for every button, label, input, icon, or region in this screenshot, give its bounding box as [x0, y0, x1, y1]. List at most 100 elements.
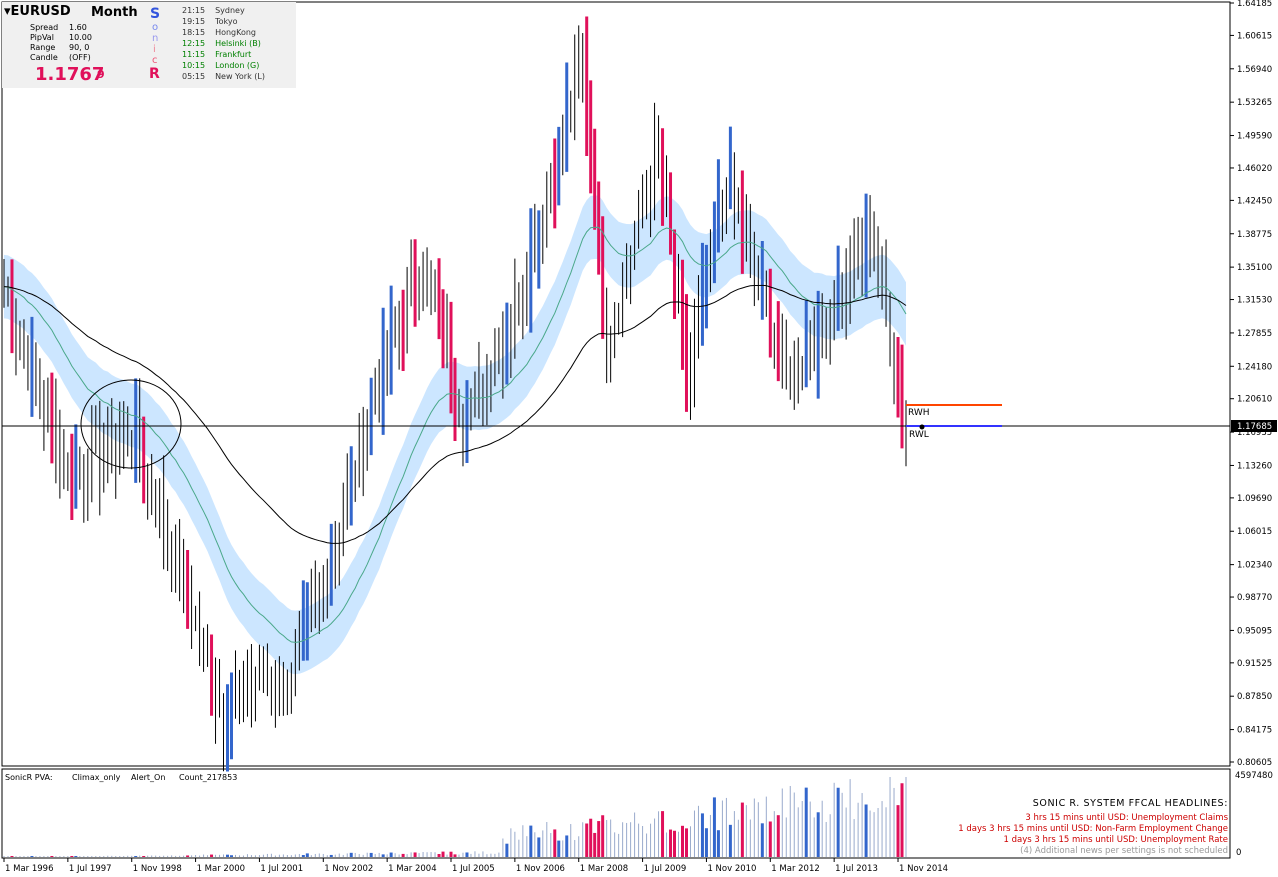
price-tick-label: 1.49590 [1237, 132, 1272, 142]
session-city: Frankfurt [215, 50, 252, 59]
price-tick-label: 1.16935 [1237, 428, 1272, 438]
headline-item: 3 hrs 15 mins until USD: Unemployment Cl… [1025, 813, 1228, 823]
ohlc-bars [3, 16, 907, 772]
session-city: London (G) [215, 61, 260, 70]
indicator-max-label: 4597480 [1235, 771, 1273, 781]
price-tick-label: 0.87850 [1237, 692, 1272, 702]
time-tick-label: 1 Mar 2008 [580, 864, 628, 874]
price-big: 1.1767 [35, 64, 105, 85]
sonic-letter-s: S [150, 6, 161, 22]
indicator-zero-label: 0 [1236, 848, 1241, 858]
session-time: 05:15 [182, 72, 206, 81]
session-time: 10:15 [182, 61, 206, 70]
time-tick-label: 1 Mar 1996 [5, 864, 53, 874]
session-city: Tokyo [215, 17, 238, 26]
symbol-title[interactable]: ▾EURUSD [4, 4, 71, 19]
sonic-letter-i: i [153, 44, 156, 55]
rwl-label: RWL [909, 430, 929, 440]
price-tick-label: 1.06015 [1237, 527, 1272, 537]
indicator-param-alert: Alert_On [131, 773, 165, 782]
session-time: 19:15 [182, 17, 206, 26]
rwh-label: RWH [908, 408, 930, 418]
price-tick-label: 0.95095 [1237, 626, 1272, 636]
indicator-plot-frame [1, 768, 1231, 859]
time-tick-label: 1 Mar 2012 [771, 864, 819, 874]
price-tick-label: 1.56940 [1237, 65, 1272, 75]
session-city: Helsinki (B) [215, 39, 261, 48]
dragon-band-area [4, 195, 906, 675]
info-panel: ▾EURUSD Month Spread 1.60 PipVal 10.00 R… [2, 2, 296, 88]
price-tick-label: 1.53265 [1237, 98, 1272, 108]
sonic-letter-o: o [152, 22, 159, 33]
time-tick-label: 1 Jul 2001 [260, 864, 303, 874]
time-tick-label: 1 Mar 2000 [197, 864, 245, 874]
price-last-digit: 9 [97, 68, 105, 81]
price-tick-label: 0.84175 [1237, 726, 1272, 736]
session-row: 21:15 Sydney [182, 6, 245, 15]
price-axis: 1.64185 1.60615 1.56940 1.53265 1.49590 1.460… [1230, 0, 1272, 768]
time-tick-label: 1 Nov 2002 [324, 864, 373, 874]
indicator-param-climax: Climax_only [72, 773, 121, 782]
indicator-name: SonicR PVA: [5, 773, 53, 782]
session-city: HongKong [215, 28, 257, 37]
headline-item: 1 days 3 hrs 15 mins until USD: Unemploy… [1004, 835, 1228, 845]
price-tick-label: 1.60615 [1237, 31, 1272, 41]
headline-item: (4) Additional news per settings is not … [1020, 846, 1228, 856]
session-time: 18:15 [182, 28, 206, 37]
headlines-list: 3 hrs 15 mins until USD: Unemployment Cl… [958, 813, 1228, 856]
session-row: 12:15 Helsinki (B) [182, 39, 261, 48]
time-tick-label: 1 Jul 2005 [452, 864, 495, 874]
pipval-value: 10.00 [69, 33, 92, 42]
session-row: 19:15 Tokyo [182, 17, 237, 26]
price-tick-label: 0.80605 [1237, 758, 1272, 768]
price-tick-label: 1.20610 [1237, 395, 1272, 405]
session-row: 10:15 London (G) [182, 61, 259, 70]
rwl-marker [919, 424, 925, 430]
sonic-letter-r: R [149, 66, 160, 82]
ema-slow-line [3, 284, 907, 544]
price-tick-label: 1.64185 [1237, 0, 1272, 9]
sonic-letter-n: n [152, 33, 159, 44]
spread-value: 1.60 [69, 23, 87, 32]
session-time: 21:15 [182, 6, 206, 15]
price-tick-label: 1.02340 [1237, 561, 1272, 571]
sonic-letter-c: c [152, 55, 158, 66]
price-tick-label: 1.09690 [1237, 494, 1272, 504]
time-axis: 1 Mar 1996 1 Jul 1997 1 Nov 1998 1 Mar 2000… [3, 858, 948, 874]
price-tick-label: 1.46020 [1237, 164, 1272, 174]
session-row: 18:15 HongKong [182, 28, 256, 37]
range-label: Range [30, 43, 56, 52]
symbol-name: EURUSD [10, 4, 71, 19]
time-tick-label: 1 Jul 2013 [835, 864, 878, 874]
price-tick-label: 0.91525 [1237, 659, 1272, 669]
current-price-tag: 1.17685 [1237, 422, 1272, 432]
ema-mid-line [3, 226, 907, 643]
candle-label: Candle [30, 53, 58, 62]
time-tick-label: 1 Jul 1997 [69, 864, 112, 874]
range-value: 90, 0 [69, 43, 90, 52]
session-city: New York (L) [215, 72, 265, 81]
highlight-circle [80, 379, 182, 469]
indicator-param-count: Count_217853 [179, 773, 237, 782]
session-row: 05:15 New York (L) [182, 72, 265, 81]
pipval-label: PipVal [30, 33, 54, 42]
candle-value: (OFF) [69, 53, 91, 62]
spread-label: Spread [30, 23, 59, 32]
dragon-band [4, 195, 906, 675]
time-tick-label: 1 Nov 2010 [707, 864, 756, 874]
moving-averages [3, 226, 907, 643]
session-city: Sydney [215, 6, 245, 15]
price-tick-label: 1.24180 [1237, 362, 1272, 372]
timeframe-label: Month [91, 5, 138, 20]
volume-bars [3, 777, 907, 857]
time-tick-label: 1 Jul 2009 [644, 864, 687, 874]
headline-item: 1 days 3 hrs 15 mins until USD: Non-Farm… [958, 824, 1228, 834]
session-row: 11:15 Frankfurt [182, 50, 251, 59]
headlines-title: SONIC R. SYSTEM FFCAL HEADLINES: [1033, 798, 1228, 809]
price-tick-label: 1.13260 [1237, 461, 1272, 471]
session-time: 12:15 [182, 39, 206, 48]
price-tick-label: 0.98770 [1237, 593, 1272, 603]
price-tick-label: 1.27855 [1237, 329, 1272, 339]
price-tick-label: 1.42450 [1237, 196, 1272, 206]
